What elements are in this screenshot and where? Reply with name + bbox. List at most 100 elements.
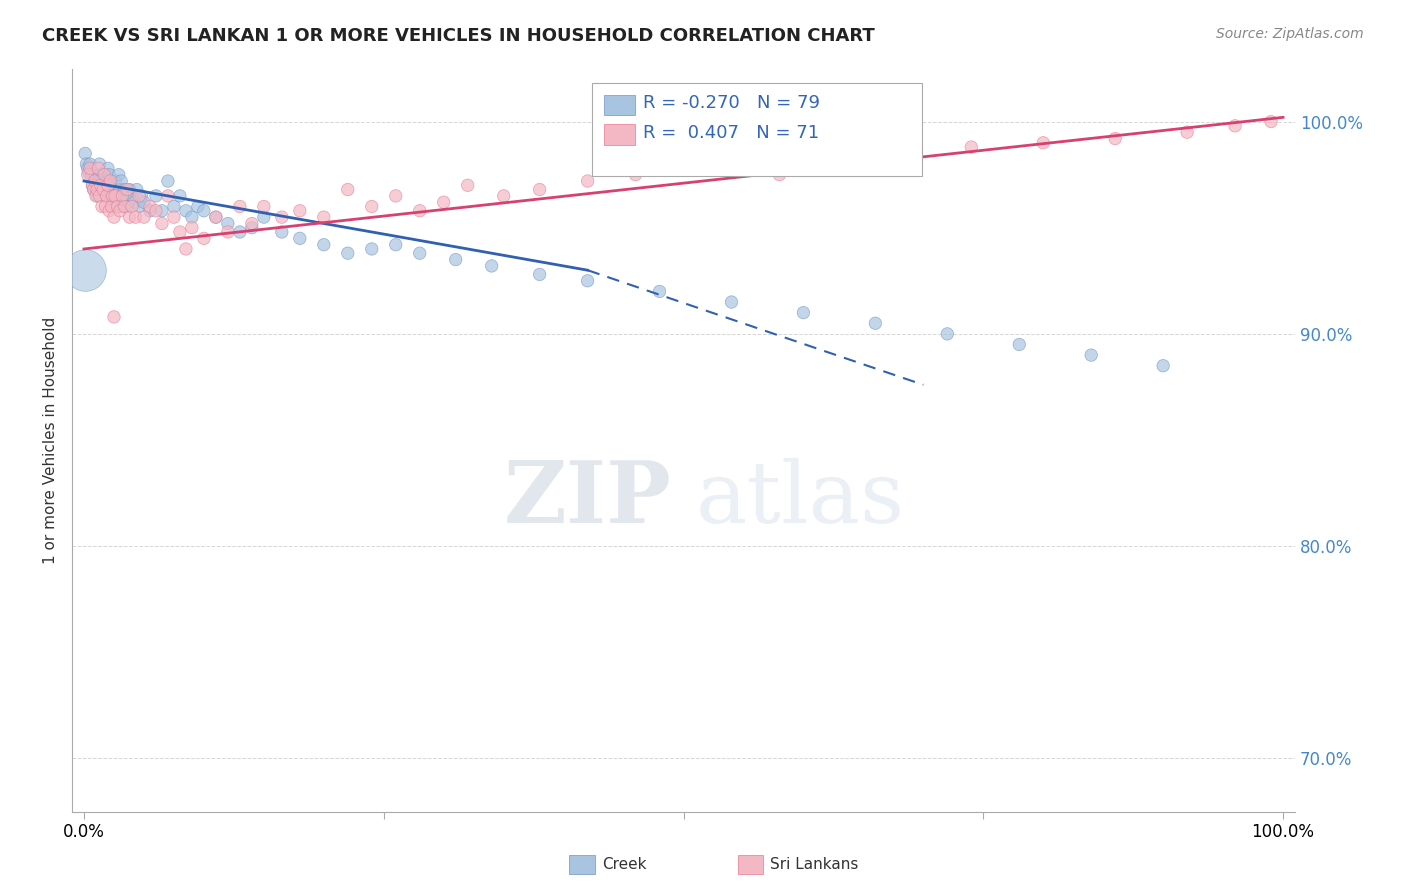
Point — [84, 189, 107, 203]
Point — [174, 203, 197, 218]
Point — [128, 200, 150, 214]
Point — [90, 174, 112, 188]
Point — [1080, 348, 1102, 362]
Point — [79, 161, 101, 176]
Bar — [605, 95, 634, 115]
Point — [270, 210, 292, 224]
Point — [1223, 119, 1246, 133]
Point — [128, 189, 150, 203]
Point — [105, 189, 128, 203]
Point — [83, 174, 105, 188]
Point — [187, 200, 209, 214]
Point — [936, 326, 959, 341]
Point — [312, 210, 335, 224]
Point — [828, 153, 851, 167]
Point — [75, 157, 97, 171]
Point — [114, 182, 136, 196]
Point — [91, 182, 114, 196]
Point — [409, 246, 432, 260]
Point — [84, 178, 107, 193]
Point — [108, 203, 131, 218]
Point — [163, 200, 186, 214]
Point — [174, 242, 197, 256]
Point — [1104, 131, 1126, 145]
Point — [720, 157, 742, 171]
Point — [121, 189, 143, 203]
Point — [115, 189, 138, 203]
Point — [107, 200, 129, 214]
Point — [89, 157, 111, 171]
Point — [101, 189, 124, 203]
Point — [103, 310, 125, 324]
Point — [288, 231, 311, 245]
Point — [529, 268, 551, 282]
Point — [114, 200, 136, 214]
FancyBboxPatch shape — [592, 83, 922, 177]
Point — [103, 182, 125, 196]
Point — [121, 200, 143, 214]
Point — [576, 174, 599, 188]
Point — [93, 168, 115, 182]
Point — [1032, 136, 1054, 150]
Point — [624, 168, 647, 182]
Point — [193, 203, 215, 218]
Point — [91, 182, 114, 196]
Point — [270, 225, 292, 239]
Point — [139, 203, 162, 218]
Point — [96, 189, 118, 203]
Point — [648, 285, 671, 299]
Point — [312, 237, 335, 252]
Point — [111, 189, 134, 203]
Point — [103, 210, 125, 224]
Point — [240, 220, 263, 235]
Point — [76, 161, 98, 176]
Point — [193, 231, 215, 245]
Point — [97, 178, 120, 193]
Point — [97, 182, 120, 196]
Point — [360, 200, 382, 214]
Point — [118, 210, 141, 224]
Point — [288, 203, 311, 218]
Point — [96, 174, 118, 188]
Point — [1152, 359, 1174, 373]
Point — [111, 189, 134, 203]
Point — [336, 182, 359, 196]
Point — [100, 189, 122, 203]
Point — [529, 182, 551, 196]
Point — [492, 189, 515, 203]
Point — [90, 178, 112, 193]
Point — [768, 168, 790, 182]
Point — [94, 189, 117, 203]
Point — [76, 168, 98, 182]
Text: Sri Lankans: Sri Lankans — [770, 857, 859, 871]
Point — [124, 195, 146, 210]
Point — [77, 165, 100, 179]
Point — [79, 157, 101, 171]
Point — [163, 210, 186, 224]
Y-axis label: 1 or more Vehicles in Household: 1 or more Vehicles in Household — [44, 317, 58, 564]
Point — [75, 146, 97, 161]
Point — [132, 210, 155, 224]
Point — [110, 174, 132, 188]
Point — [91, 200, 114, 214]
Point — [384, 189, 406, 203]
Point — [115, 200, 138, 214]
Point — [229, 200, 252, 214]
Bar — [605, 124, 634, 145]
Point — [360, 242, 382, 256]
Point — [104, 174, 127, 188]
Text: CREEK VS SRI LANKAN 1 OR MORE VEHICLES IN HOUSEHOLD CORRELATION CHART: CREEK VS SRI LANKAN 1 OR MORE VEHICLES I… — [42, 27, 875, 45]
Point — [217, 225, 239, 239]
Point — [83, 182, 105, 196]
Point — [107, 200, 129, 214]
Point — [253, 210, 276, 224]
Text: R =  0.407   N = 71: R = 0.407 N = 71 — [643, 124, 820, 142]
Point — [100, 200, 122, 214]
Point — [145, 203, 167, 218]
Point — [139, 200, 162, 214]
Point — [180, 220, 202, 235]
Point — [576, 274, 599, 288]
Point — [104, 189, 127, 203]
Point — [98, 203, 121, 218]
Point — [205, 210, 228, 224]
